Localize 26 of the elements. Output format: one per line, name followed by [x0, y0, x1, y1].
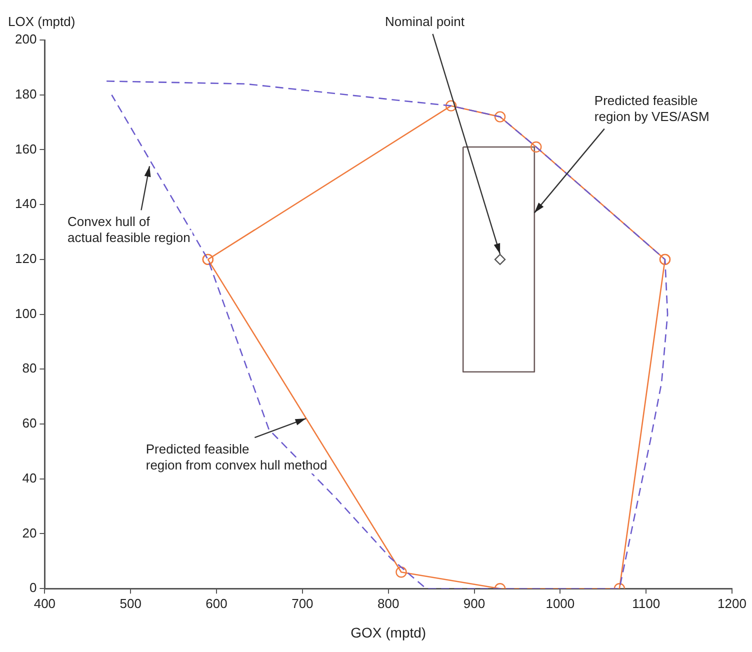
- y-axis-title: LOX (mptd): [8, 14, 76, 29]
- y-tick-label: 60: [22, 416, 37, 431]
- y-tick-label: 200: [14, 32, 37, 47]
- annotation: Predicted feasible region by VES/ASM: [594, 92, 710, 124]
- y-tick-label: 160: [14, 141, 37, 156]
- x-tick-label: 800: [377, 596, 400, 611]
- annotation: Nominal point: [385, 14, 465, 29]
- y-tick-label: 80: [22, 360, 37, 376]
- y-tick-label: 120: [14, 251, 37, 266]
- annotation: Convex hull of actual feasible region: [68, 214, 190, 246]
- x-tick-label: 600: [206, 596, 228, 611]
- y-tick-label: 140: [14, 196, 37, 212]
- y-tick-label: 100: [14, 306, 37, 321]
- x-tick-label: 400: [34, 596, 56, 611]
- y-tick-label: 40: [22, 470, 37, 486]
- y-tick-label: 20: [22, 525, 37, 540]
- y-tick-label: 0: [29, 580, 37, 596]
- x-axis-title: GOX (mptd): [350, 624, 426, 640]
- x-tick-label: 500: [120, 596, 142, 611]
- x-tick-label: 700: [292, 596, 314, 611]
- x-tick-label: 1000: [546, 596, 575, 611]
- x-tick-label: 1100: [632, 596, 660, 611]
- x-tick-label: 900: [463, 596, 486, 611]
- x-tick-label: 1200: [718, 596, 746, 611]
- annotation: Predicted feasible region from convex hull method: [146, 442, 328, 473]
- y-tick-label: 180: [14, 86, 37, 102]
